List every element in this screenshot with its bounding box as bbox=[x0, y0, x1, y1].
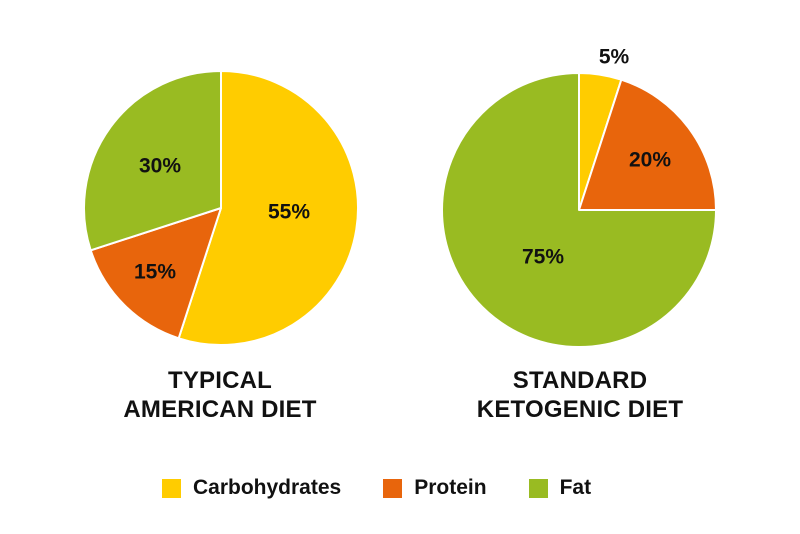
data-label-carbohydrates: 55% bbox=[268, 201, 310, 224]
pie-chart-typical-american-diet: 55% 15% 30% bbox=[83, 70, 359, 346]
pie-chart-standard-ketogenic-diet: 5% 20% 75% bbox=[441, 46, 717, 348]
pie-slice-fat bbox=[83, 70, 222, 252]
data-label-carbohydrates: 5% bbox=[599, 46, 630, 69]
chart-title-line: STANDARD bbox=[512, 367, 648, 394]
chart-title-line: TYPICAL bbox=[167, 367, 273, 394]
pie-slice-carbohydrates bbox=[177, 70, 359, 346]
legend-label: Carbohydrates bbox=[193, 476, 342, 499]
data-label-protein: 20% bbox=[629, 149, 671, 172]
data-label-fat: 75% bbox=[522, 246, 564, 269]
chart-title-line: KETOGENIC DIET bbox=[476, 396, 684, 423]
legend-swatch-fat bbox=[528, 478, 548, 498]
pie-slice-protein bbox=[578, 78, 717, 211]
legend-item-carbohydrates: Carbohydrates bbox=[162, 476, 341, 500]
chart-title-standard-ketogenic-diet: STANDARD KETOGENIC DIET bbox=[420, 366, 740, 424]
data-label-fat: 30% bbox=[139, 155, 181, 178]
legend: Carbohydrates Protein Fat bbox=[162, 475, 591, 501]
legend-swatch-protein bbox=[383, 478, 403, 498]
legend-item-protein: Protein bbox=[383, 476, 487, 500]
chart-title-typical-american-diet: TYPICAL AMERICAN DIET bbox=[60, 366, 380, 424]
chart-title-line: AMERICAN DIET bbox=[123, 396, 317, 423]
legend-label: Fat bbox=[559, 476, 592, 499]
legend-swatch-carbohydrates bbox=[162, 478, 181, 498]
data-label-protein: 15% bbox=[134, 261, 176, 284]
pie-slice-fat bbox=[441, 72, 717, 348]
legend-item-fat: Fat bbox=[528, 476, 592, 500]
legend-label: Protein bbox=[414, 476, 487, 499]
